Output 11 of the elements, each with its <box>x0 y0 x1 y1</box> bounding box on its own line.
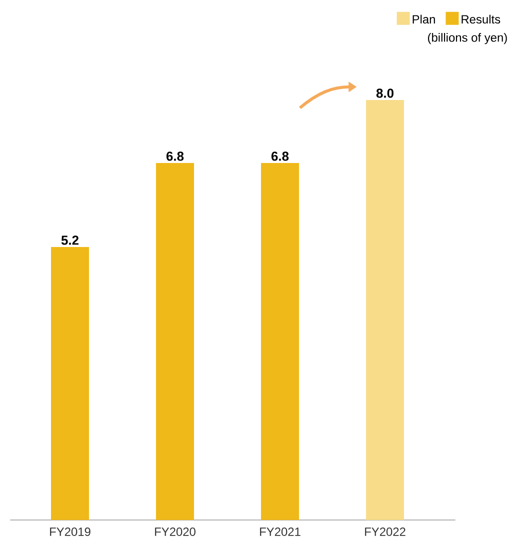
x-tick-label: FY2022 <box>365 528 406 536</box>
x-tick-label: FY2021 <box>260 528 300 536</box>
legend-label: Results <box>462 14 500 24</box>
data-label: 6.8 <box>166 152 184 161</box>
data-label: 6.8 <box>271 152 289 161</box>
legend-label: Plan <box>412 14 435 24</box>
text: (billions of yen) <box>428 33 507 44</box>
data-label: 8.0 <box>376 88 394 98</box>
x-tick-label: FY2020 <box>155 528 196 536</box>
data-label: 5.2 <box>61 236 78 245</box>
x-tick-label: FY2019 <box>50 528 90 536</box>
